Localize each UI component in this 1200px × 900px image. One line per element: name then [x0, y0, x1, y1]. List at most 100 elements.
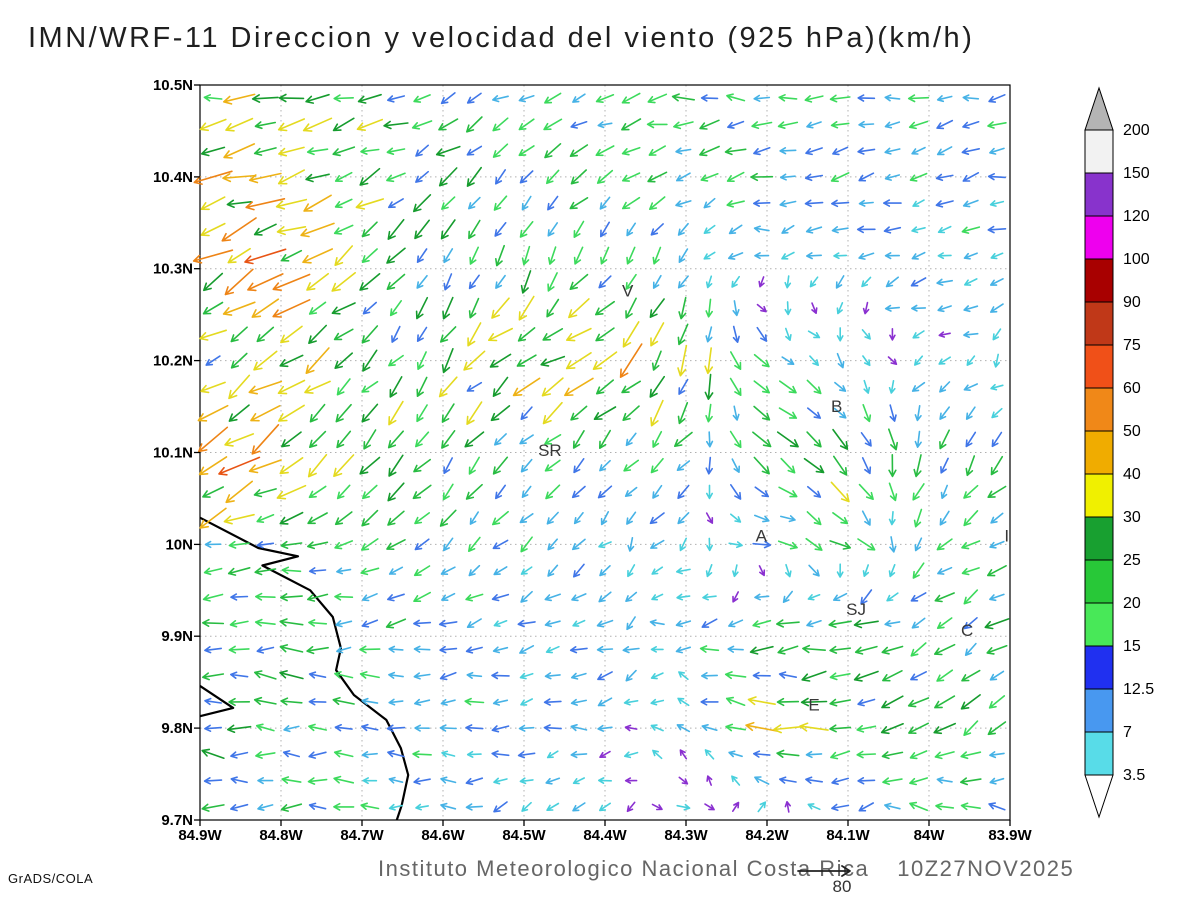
wind-arrow	[776, 431, 799, 448]
wind-arrow	[256, 514, 275, 523]
wind-arrow	[909, 801, 928, 812]
wind-arrow	[960, 751, 982, 760]
wind-arrow	[801, 670, 827, 682]
wind-arrow	[203, 777, 223, 785]
station-labels: V B SR A SJ C E I	[538, 281, 1009, 714]
wind-arrow	[962, 172, 980, 182]
wind-arrow	[938, 331, 951, 338]
wind-arrow	[359, 645, 381, 654]
wind-arrow	[336, 567, 352, 575]
wind-arrow	[910, 592, 927, 602]
wind-arrow	[886, 592, 899, 602]
wind-arrow	[573, 220, 585, 238]
wind-arrow	[989, 751, 1005, 759]
wind-arrow	[595, 94, 615, 103]
wind-arrow	[282, 750, 300, 758]
wind-arrow	[622, 646, 640, 654]
wind-arrow	[412, 750, 432, 759]
wind-arrow	[257, 777, 274, 785]
wind-arrow	[726, 93, 746, 102]
wind-arrow	[780, 515, 796, 523]
wind-arrow	[465, 724, 484, 732]
wind-arrow	[596, 619, 614, 628]
wind-arrow	[517, 751, 536, 759]
wind-arrow	[935, 173, 954, 182]
wind-arrow	[621, 118, 642, 131]
wind-arrow	[280, 325, 303, 344]
wind-arrow	[492, 510, 509, 526]
wind-arrow	[204, 540, 222, 549]
wind-arrow	[861, 276, 872, 288]
wind-arrow	[623, 459, 639, 472]
wind-arrow	[491, 725, 510, 733]
wind-arrow	[597, 697, 613, 707]
wind-arrow	[202, 618, 225, 627]
wind-arrow	[912, 199, 925, 207]
wind-arrow	[443, 537, 454, 552]
wind-arrow	[908, 722, 929, 734]
wind-arrow	[361, 619, 379, 628]
wind-arrow	[520, 536, 533, 553]
wind-arrow	[543, 118, 563, 131]
wind-arrow	[306, 646, 329, 655]
wind-arrow	[492, 376, 509, 397]
wind-arrow	[571, 593, 587, 602]
wind-arrow	[386, 147, 406, 155]
wind-arrow	[441, 403, 455, 423]
wind-arrow	[888, 511, 896, 526]
wind-arrow	[830, 750, 851, 760]
wind-arrow	[853, 670, 879, 682]
wind-arrow	[963, 331, 979, 339]
wind-arrow	[250, 405, 281, 422]
wind-arrow	[809, 276, 819, 288]
wind-arrow	[800, 697, 828, 707]
colorbar-segment	[1084, 731, 1114, 776]
wind-arrow	[677, 323, 689, 346]
y-axis-label: 10.4N	[153, 169, 193, 186]
wind-arrow	[253, 350, 278, 371]
wind-arrow	[309, 430, 327, 448]
wind-arrow	[732, 405, 740, 421]
x-axis-label: 84.9W	[178, 827, 222, 844]
wind-arrow	[540, 355, 566, 367]
wind-arrow	[334, 198, 353, 209]
wind-arrow	[573, 246, 584, 265]
coastline	[199, 516, 410, 821]
wind-arrow	[547, 195, 559, 211]
wind-arrow	[730, 513, 742, 523]
wind-arrow	[808, 564, 820, 577]
wind-arrow	[990, 303, 1004, 313]
wind-arrow	[572, 430, 585, 449]
wind-arrow	[677, 275, 689, 289]
wind-arrow	[279, 354, 304, 368]
wind-arrow	[673, 121, 694, 130]
wind-arrow	[806, 379, 822, 395]
wind-arrow	[361, 380, 379, 393]
wind-arrow	[910, 277, 927, 287]
wind-arrow	[833, 592, 848, 602]
wind-arrow	[699, 145, 720, 157]
wind-arrow	[881, 751, 904, 760]
wind-arrow	[911, 226, 926, 234]
wind-arrow	[565, 352, 592, 370]
wind-arrow	[649, 512, 665, 525]
wind-arrow	[753, 147, 771, 156]
wind-arrow	[309, 403, 326, 423]
wind-arrow	[728, 619, 744, 628]
wind-arrow	[465, 646, 483, 654]
wind-arrow	[987, 225, 1007, 234]
wind-arrow	[885, 276, 899, 288]
wind-arrow	[251, 94, 279, 103]
wind-arrow	[411, 120, 433, 130]
wind-arrow	[308, 698, 327, 706]
wind-arrow	[281, 566, 302, 575]
wind-arrow	[705, 512, 714, 524]
wind-arrow	[914, 430, 922, 448]
wind-arrow	[466, 671, 483, 679]
wind-arrow	[416, 376, 428, 397]
wind-arrow	[621, 92, 641, 104]
station-label-e: E	[808, 696, 819, 715]
wind-arrow	[333, 775, 355, 784]
wind-arrow	[359, 273, 381, 291]
wind-arrow	[705, 326, 713, 343]
